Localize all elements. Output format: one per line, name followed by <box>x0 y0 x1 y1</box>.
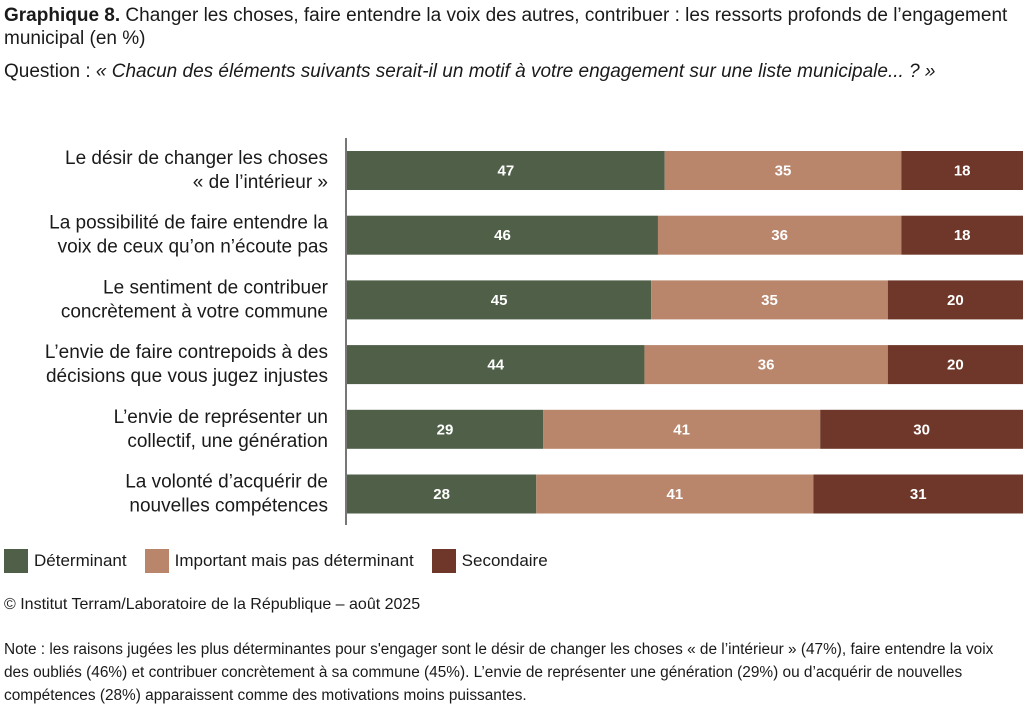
data-label-determinant: 45 <box>491 292 508 309</box>
data-label-secondaire: 30 <box>913 421 930 438</box>
legend-label-important: Important mais pas déterminant <box>174 551 414 570</box>
data-label-important: 35 <box>761 292 778 309</box>
data-label-secondaire: 20 <box>947 292 964 309</box>
bar-segment-important <box>651 280 888 320</box>
category-label: La possibilité de faire entendre la voix … <box>49 213 328 258</box>
category-label: L’envie de représenter un collectif, une … <box>114 407 328 452</box>
chart-title: Graphique 8. Changer les choses, faire e… <box>4 4 1014 50</box>
legend-item-important: Important mais pas déterminant <box>144 549 414 573</box>
data-label-secondaire: 20 <box>947 357 964 374</box>
bar-segment-secondaire <box>901 215 1023 255</box>
bar-segment-important <box>536 474 814 514</box>
category-label: L’envie de faire contrepoids à des décisi… <box>45 342 328 387</box>
data-label-determinant: 44 <box>487 357 504 374</box>
data-label-important: 36 <box>771 227 788 244</box>
legend-item-secondaire: Secondaire <box>431 549 548 573</box>
bar-segment-determinant <box>347 215 658 255</box>
chart-note: Note : les raisons jugées les plus déter… <box>4 641 994 704</box>
chart-title-text: Changer les choses, faire entendre la vo… <box>4 5 1008 49</box>
data-label-important: 41 <box>667 486 684 503</box>
legend: Déterminant Important mais pas détermina… <box>4 548 566 574</box>
category-label: La volonté d’acquérir de nouvelles compét… <box>125 472 328 517</box>
data-label-secondaire: 31 <box>910 486 927 503</box>
bar-segment-determinant <box>347 280 652 320</box>
data-label-important: 41 <box>673 421 690 438</box>
bar-segment-secondaire <box>887 345 1023 385</box>
bar-segment-secondaire <box>901 151 1023 190</box>
data-label-important: 35 <box>775 163 792 180</box>
legend-label-determinant: Déterminant <box>34 551 127 570</box>
bar-segment-secondaire <box>887 280 1023 320</box>
survey-question: Question : « Chacun des éléments suivant… <box>4 60 1014 83</box>
question-prefix: Question : <box>4 61 96 82</box>
data-label-determinant: 47 <box>498 163 515 180</box>
bar-segment-determinant <box>347 345 645 385</box>
bar-segment-determinant <box>347 151 665 190</box>
source-credit: © Institut Terram/Laboratoire de la Répu… <box>4 596 421 613</box>
question-text: « Chacun des éléments suivants serait-il… <box>95 61 936 82</box>
category-label: Le désir de changer les choses « de l’int… <box>65 148 328 193</box>
data-label-determinant: 29 <box>437 421 454 438</box>
bar-segment-secondaire <box>813 474 1023 514</box>
legend-label-secondaire: Secondaire <box>461 551 548 570</box>
bar-segment-important <box>543 409 821 449</box>
category-label: Le sentiment de contribuer concrètement à… <box>61 277 329 322</box>
bar-segment-important <box>664 151 902 190</box>
data-label-secondaire: 18 <box>954 227 971 244</box>
bar-segment-determinant <box>347 409 544 449</box>
data-label-determinant: 28 <box>433 486 450 503</box>
legend-item-determinant: Déterminant <box>4 549 127 573</box>
bar-segment-important <box>644 345 888 385</box>
legend-swatch-important <box>144 549 169 573</box>
data-label-important: 36 <box>758 357 775 374</box>
legend-swatch-secondaire <box>431 549 456 573</box>
legend-swatch-determinant <box>4 549 28 573</box>
bar-segment-important <box>657 215 902 255</box>
bar-segment-secondaire <box>820 409 1023 449</box>
chart-title-number: Graphique 8. <box>4 5 121 26</box>
bar-segment-determinant <box>347 474 537 514</box>
data-label-determinant: 46 <box>494 227 511 244</box>
stacked-bar-chart: Le désir de changer les choses « de l’int… <box>45 138 1023 525</box>
data-label-secondaire: 18 <box>954 163 971 180</box>
